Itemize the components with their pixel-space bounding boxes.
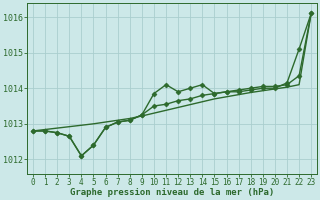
X-axis label: Graphe pression niveau de la mer (hPa): Graphe pression niveau de la mer (hPa)	[70, 188, 274, 197]
